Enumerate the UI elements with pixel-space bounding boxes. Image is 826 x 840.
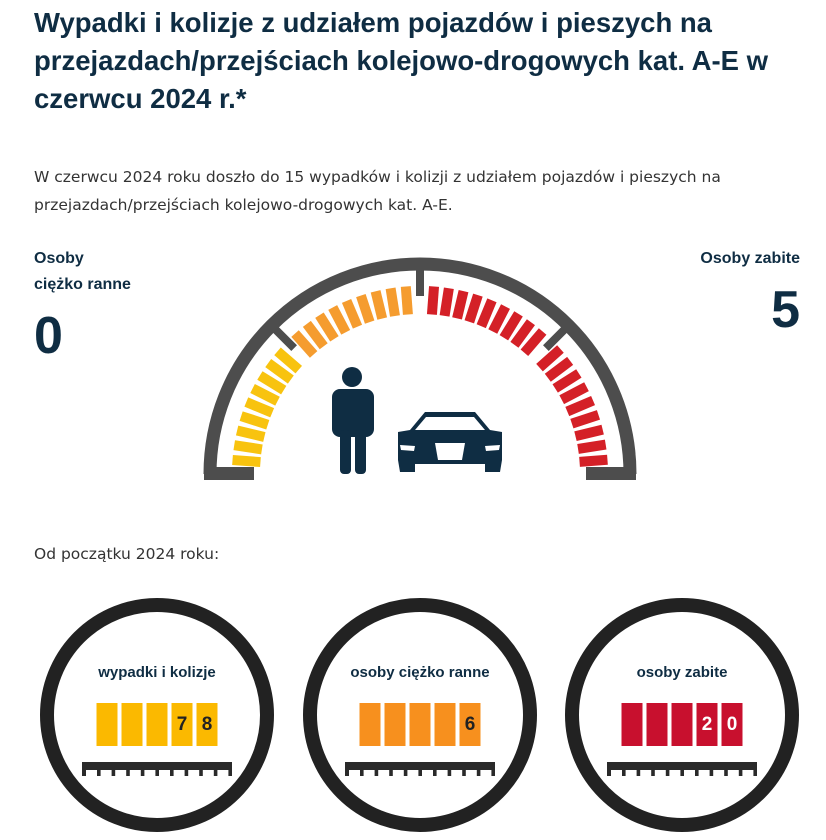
counter-digit	[671, 703, 693, 746]
gauge-tick-orange	[356, 293, 375, 324]
counter-digit	[121, 703, 143, 746]
counter-title: wypadki i kolizje	[98, 664, 216, 681]
gauge-tick-orange	[302, 320, 328, 350]
gauge-tick-red	[499, 311, 523, 341]
counter-digit: 0	[721, 703, 743, 746]
counter-ring: osoby zabite 2 0	[565, 598, 799, 832]
gauge-tick-orange	[291, 330, 318, 358]
car-icon	[398, 412, 502, 472]
injured-label-line2: ciężko ranne	[34, 276, 131, 293]
gauge-tick-red	[452, 289, 469, 320]
gauge-tick-orange	[315, 312, 339, 342]
killed-label: Osoby zabite	[700, 250, 800, 267]
gauge-tick-orange	[341, 298, 363, 329]
gauge-tick-red	[579, 454, 608, 467]
gauge-foot-left	[204, 467, 254, 480]
gauge-tick-red	[552, 369, 582, 393]
gauge-tick-orange	[400, 286, 413, 315]
counter-digit	[646, 703, 668, 746]
gauge-tick-orange	[370, 290, 388, 320]
counter-digit	[96, 703, 118, 746]
injured-label: Osoby ciężko ranne	[34, 246, 131, 298]
counter-ring: wypadki i kolizje 7 8	[40, 598, 274, 832]
counter-digit	[359, 703, 381, 746]
person-icon	[332, 367, 374, 474]
gauge-tick-red	[488, 304, 510, 334]
gauge-tick-yellow	[235, 425, 266, 442]
counter-digit: 8	[196, 703, 218, 746]
gauge-tick-red	[439, 287, 454, 317]
gauge-tick-yellow	[232, 454, 261, 468]
gauge-tick-orange	[328, 305, 351, 335]
counter-digit: 6	[459, 703, 481, 746]
counter-digit: 2	[696, 703, 718, 746]
counter-digit	[409, 703, 431, 746]
gauge-tick-red	[520, 328, 547, 357]
gauge-tick-red	[464, 293, 483, 324]
gauge-arc	[203, 257, 637, 475]
gauge-tick-yellow	[233, 440, 263, 455]
counter-ring: osoby ciężko ranne 6	[303, 598, 537, 832]
counter-digit	[146, 703, 168, 746]
counter-digit: 7	[171, 703, 193, 746]
counter-digits: 6	[359, 703, 481, 746]
gauge-tick-yellow	[274, 347, 303, 374]
gauge-tick-yellow	[265, 359, 294, 384]
ruler-icon	[82, 762, 232, 776]
gauge-tick-red	[577, 439, 607, 454]
counter-digit	[621, 703, 643, 746]
injured-value: 0	[34, 307, 63, 365]
gauge-tick-red	[476, 298, 497, 329]
gauge-tick-yellow	[239, 411, 270, 430]
intro-text: W czerwcu 2024 roku doszło do 15 wypadkó…	[34, 168, 721, 214]
gauge-tick-red	[559, 382, 589, 405]
gauge-tick-red	[570, 410, 601, 429]
gauge-foot-right	[586, 467, 636, 480]
ruler-icon	[345, 762, 495, 776]
gauge-tick-red	[536, 345, 564, 372]
injured-label-line1: Osoby	[34, 250, 84, 267]
gauge-graphic	[203, 257, 637, 480]
gauge-tick-red	[426, 286, 440, 315]
since-label: Od początku 2024 roku:	[34, 545, 220, 563]
gauge-tick-red	[544, 356, 574, 382]
gauge-tick-yellow	[250, 384, 280, 406]
counter-digit	[384, 703, 406, 746]
counter-title: osoby ciężko ranne	[350, 664, 490, 681]
gauge-tick-red	[510, 319, 535, 348]
killed-value: 5	[771, 281, 800, 339]
gauge-tick-yellow	[257, 371, 287, 395]
counter-digit	[434, 703, 456, 746]
gauge-tick-yellow	[244, 397, 275, 418]
counter-title: osoby zabite	[636, 664, 728, 681]
gauge-tick-red	[574, 424, 604, 442]
ruler-icon	[607, 762, 757, 776]
gauge-tick-orange	[385, 287, 400, 317]
page-title: Wypadki i kolizje z udziałem pojazdów i …	[34, 7, 769, 114]
gauge-tick-red	[565, 395, 596, 417]
